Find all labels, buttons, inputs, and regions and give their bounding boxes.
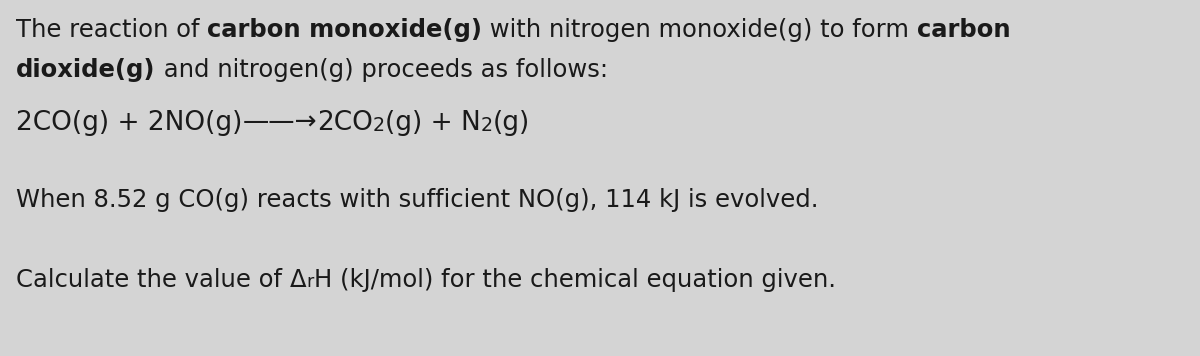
Text: (g): (g) [493,110,530,136]
Text: 2: 2 [481,116,493,135]
Text: Δ: Δ [289,268,306,292]
Text: carbon monoxide(g): carbon monoxide(g) [208,18,482,42]
Text: carbon: carbon [917,18,1010,42]
Text: 2CO: 2CO [317,110,373,136]
Text: The reaction of: The reaction of [16,18,208,42]
Text: 2CO(g) + 2NO(g): 2CO(g) + 2NO(g) [16,110,242,136]
Text: and nitrogen(g) proceeds as follows:: and nitrogen(g) proceeds as follows: [156,58,607,82]
Text: (g) + N: (g) + N [385,110,481,136]
Text: H (kJ/mol) for the chemical equation given.: H (kJ/mol) for the chemical equation giv… [313,268,835,292]
Text: ——→: ——→ [242,110,317,136]
Text: Calculate the value of: Calculate the value of [16,268,289,292]
Text: When 8.52 g CO(g) reacts with sufficient NO(g), 114 kJ is evolved.: When 8.52 g CO(g) reacts with sufficient… [16,188,818,212]
Text: dioxide(g): dioxide(g) [16,58,156,82]
Text: 2: 2 [373,116,385,135]
Text: with nitrogen monoxide(g) to form: with nitrogen monoxide(g) to form [482,18,917,42]
Text: r: r [306,273,313,291]
